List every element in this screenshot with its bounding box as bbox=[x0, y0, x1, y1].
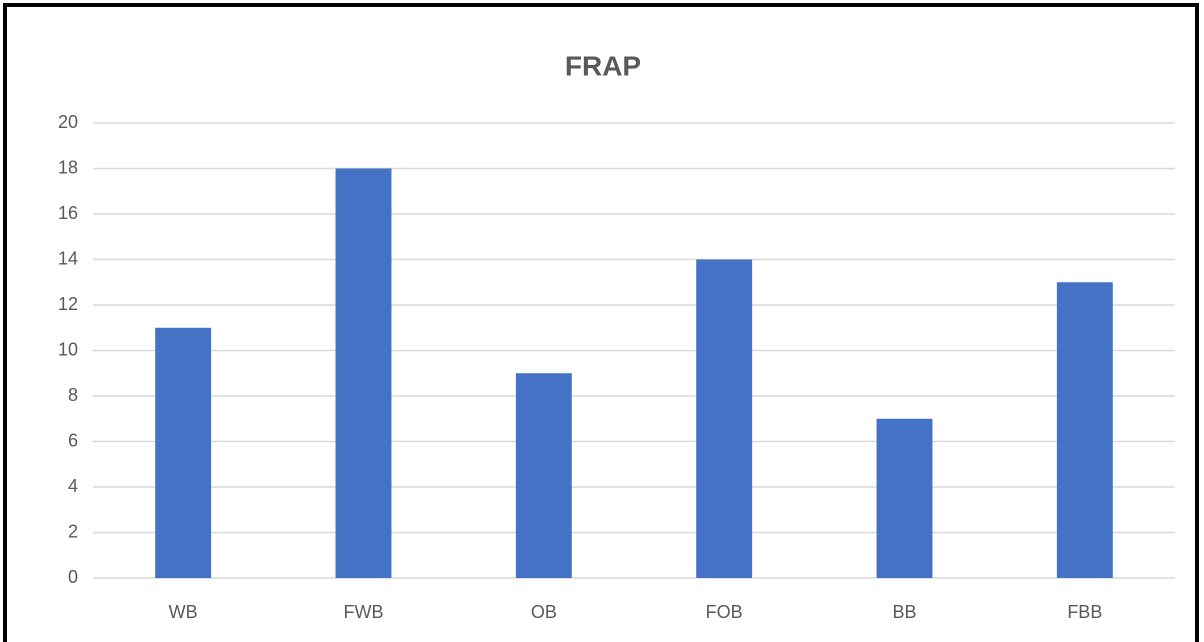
x-tick-label: BB bbox=[892, 602, 916, 622]
x-tick-label: FOB bbox=[706, 602, 743, 622]
bar bbox=[155, 327, 212, 578]
bar bbox=[335, 168, 392, 578]
y-tick-label: 8 bbox=[68, 385, 78, 405]
x-tick-label: WB bbox=[169, 602, 198, 622]
y-tick-label: 4 bbox=[68, 476, 78, 496]
y-tick-label: 10 bbox=[58, 339, 78, 359]
x-tick-label: FWB bbox=[344, 602, 384, 622]
y-tick-label: 6 bbox=[68, 430, 78, 450]
x-tick-label: FBB bbox=[1067, 602, 1102, 622]
y-tick-label: 2 bbox=[68, 521, 78, 541]
x-tick-label: OB bbox=[531, 602, 557, 622]
bar bbox=[1056, 282, 1113, 578]
y-tick-label: 18 bbox=[58, 157, 78, 177]
y-tick-label: 14 bbox=[58, 248, 78, 268]
bar bbox=[515, 373, 572, 578]
chart-title: FRAP bbox=[565, 50, 641, 81]
y-tick-label: 12 bbox=[58, 294, 78, 314]
y-tick-label: 20 bbox=[58, 112, 78, 132]
bar bbox=[876, 418, 933, 578]
y-tick-label: 0 bbox=[68, 567, 78, 587]
bar bbox=[696, 259, 753, 578]
y-tick-label: 16 bbox=[58, 203, 78, 223]
